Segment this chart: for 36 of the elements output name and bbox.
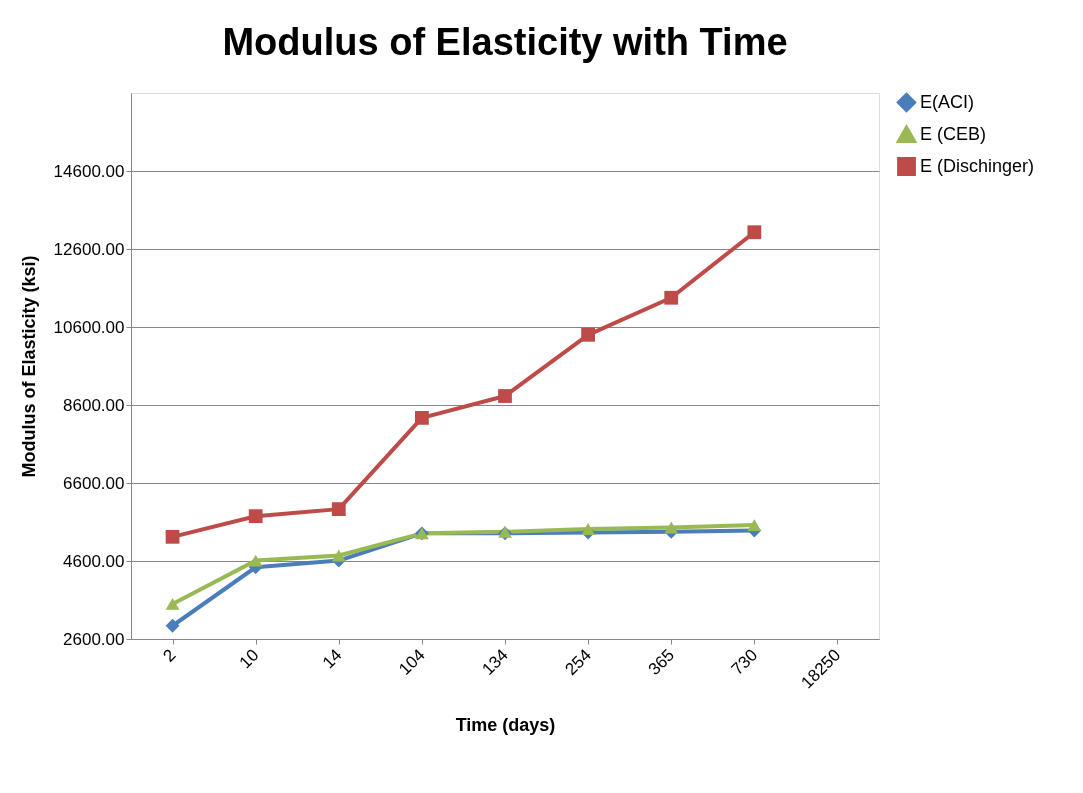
x-axis-title: Time (days) bbox=[455, 714, 556, 735]
chart-title: Modulus of Elasticity with Time bbox=[222, 21, 788, 63]
y-tick-label: 8600.00 bbox=[63, 395, 125, 415]
point bbox=[331, 549, 346, 562]
point bbox=[415, 410, 429, 425]
point bbox=[165, 597, 180, 610]
y-tick-label: 14600.00 bbox=[53, 161, 125, 181]
x-tick-label: 365 bbox=[644, 645, 679, 679]
x-tick-label: 134 bbox=[478, 645, 512, 679]
y-tick-label: 4600.00 bbox=[63, 551, 125, 571]
point bbox=[331, 502, 346, 517]
x-tick-label: 14 bbox=[318, 645, 346, 673]
x-tick-label: 10 bbox=[235, 645, 263, 673]
y-tick-label: 6600.00 bbox=[63, 473, 125, 493]
x-tick-label: 254 bbox=[561, 645, 595, 679]
x-tick-label: 2 bbox=[159, 645, 180, 666]
point bbox=[581, 523, 595, 535]
y-tick-label: 12600.00 bbox=[53, 239, 125, 259]
point bbox=[498, 389, 512, 403]
x-tick-label: 104 bbox=[395, 645, 429, 679]
legend-label: E (Dischinger) bbox=[920, 155, 1035, 176]
point bbox=[581, 327, 595, 342]
y-tick-label: 2600.00 bbox=[63, 629, 125, 649]
y-tick-label: 10600.00 bbox=[53, 317, 125, 337]
point bbox=[165, 618, 180, 633]
point bbox=[747, 519, 762, 532]
point bbox=[664, 290, 679, 305]
point bbox=[165, 529, 180, 544]
point bbox=[747, 225, 762, 240]
point bbox=[248, 554, 263, 567]
point bbox=[664, 521, 679, 534]
point bbox=[248, 509, 263, 524]
legend-label: E(ACI) bbox=[920, 91, 974, 112]
legend-label: E (CEB) bbox=[920, 123, 987, 144]
x-tick-label: 730 bbox=[727, 645, 762, 679]
y-axis-title: Modulus of Elasticity (ksi) bbox=[18, 255, 39, 478]
